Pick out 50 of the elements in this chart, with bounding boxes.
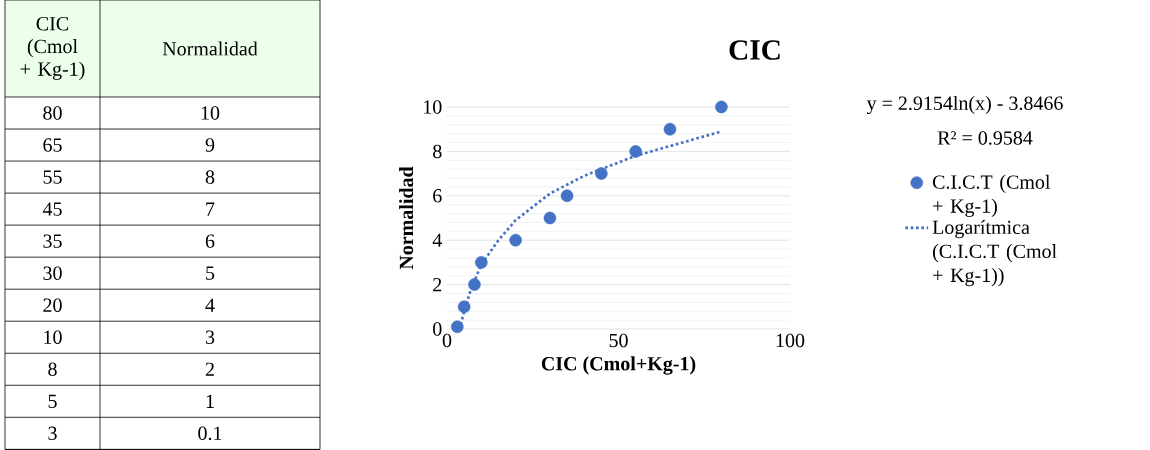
point: [595, 167, 608, 180]
y-tick-label: 0: [433, 322, 442, 336]
point: [468, 278, 481, 291]
text: 10: [44, 330, 62, 344]
x-tick-label: 100: [776, 333, 805, 348]
point: [509, 233, 522, 247]
text: R² = 0.9584: [937, 131, 1033, 145]
text: 55: [43, 170, 62, 184]
text: 4: [205, 298, 215, 312]
text: 0.1: [198, 426, 222, 441]
point: [629, 145, 642, 158]
text: 8: [48, 362, 57, 376]
text: 5: [206, 266, 215, 280]
x-axis-title: CIC (Cmol+Kg-1): [541, 356, 696, 375]
text: 2: [205, 362, 214, 376]
text: 9: [205, 138, 215, 152]
text: 20: [43, 298, 62, 312]
point: [543, 211, 557, 225]
text: 1: [206, 394, 214, 408]
y-axis-title: Normalidad: [399, 166, 414, 270]
text: 45: [42, 202, 62, 216]
y-tick-label: 2: [433, 277, 442, 292]
point: [663, 122, 677, 136]
point: [451, 320, 464, 334]
point: [715, 100, 728, 114]
text: CIC (Cmol + Kg-1): [20, 17, 85, 80]
legend-label: Logarítmica (C.I.C.T (Cmol + Kg-1)): [932, 219, 1057, 287]
point: [457, 300, 471, 314]
y-tick-label: 6: [433, 189, 442, 203]
text: 3: [48, 426, 57, 441]
text: 7: [206, 202, 215, 216]
text: 8: [205, 170, 215, 184]
point: [475, 256, 488, 269]
text: 3: [205, 330, 215, 344]
y-tick-label: 4: [432, 233, 442, 247]
text: 35: [43, 234, 62, 248]
y-tick-label: 10: [424, 100, 442, 114]
point: [560, 189, 574, 203]
text: Normalidad: [162, 41, 258, 56]
text: 5: [48, 394, 57, 408]
text: 6: [205, 234, 215, 248]
y-tick-label: 8: [433, 144, 442, 159]
text: 65: [43, 138, 62, 152]
text: y = 2.9154ln(x) - 3.8466: [866, 95, 1063, 115]
legend-label: C.I.C.T (Cmol + Kg-1): [932, 174, 1051, 217]
x-tick-label: 50: [609, 333, 628, 348]
text: 80: [43, 106, 62, 120]
chart-title: CIC: [729, 40, 780, 60]
text: 10: [201, 106, 220, 120]
text: 30: [43, 266, 62, 280]
